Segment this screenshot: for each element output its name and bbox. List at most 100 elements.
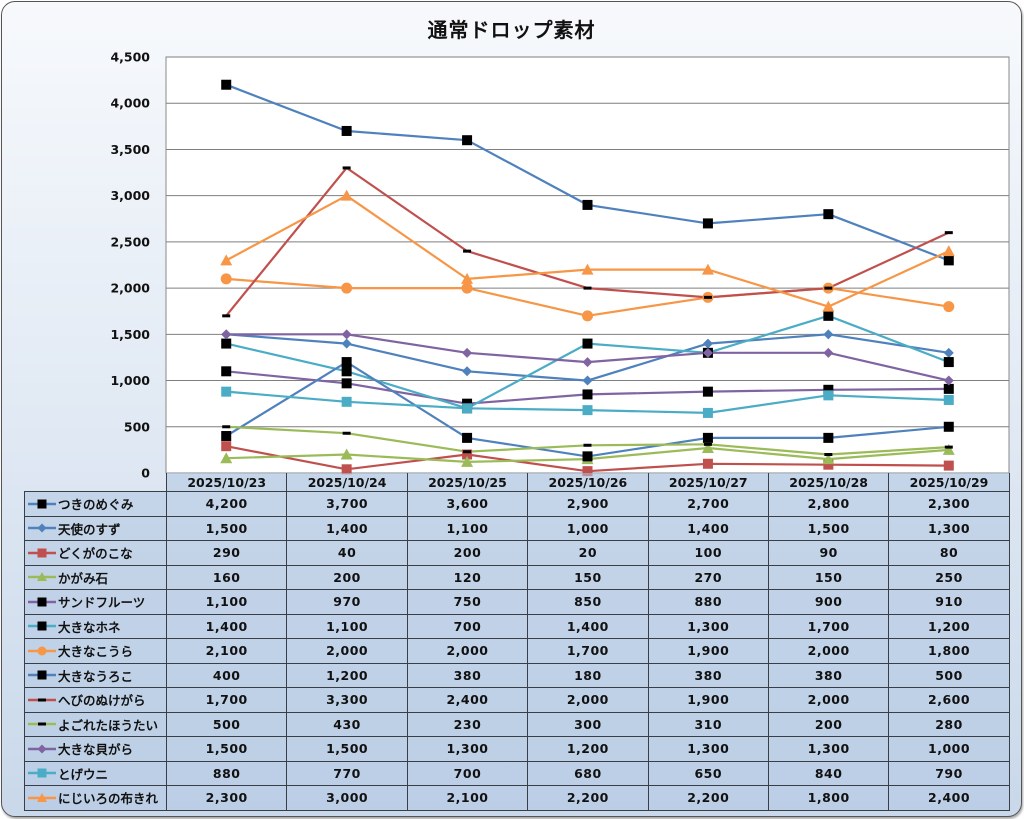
- data-label: 200: [406, 540, 529, 566]
- data-point: [824, 286, 833, 290]
- data-label: 840: [767, 760, 890, 786]
- data-point: [463, 450, 472, 454]
- legend-entry: どくがのこな: [24, 540, 167, 566]
- data-point: [583, 286, 592, 290]
- table-row: 大きなうろこ 400 1,200 380 180 380 380 500: [24, 662, 1010, 688]
- data-label: 380: [767, 662, 890, 688]
- legend-label: 大きなこうら: [58, 644, 134, 660]
- data-point: [702, 432, 713, 443]
- data-point: [221, 441, 232, 452]
- legend-entry: 天使のすず: [24, 515, 167, 541]
- data-point: [582, 451, 593, 462]
- data-point: [461, 272, 474, 284]
- data-point: [823, 384, 834, 395]
- table-body: つきのめぐみ 4,200 3,700 3,600 2,900 2,700 2,800 2,30…: [24, 491, 1010, 811]
- data-label: 2,200: [527, 785, 649, 811]
- data-label: 2,700: [647, 491, 769, 517]
- data-point: [701, 442, 714, 454]
- data-point: [944, 445, 953, 449]
- legend-entry: 大きなこうら: [24, 638, 167, 664]
- table-row: つきのめぐみ 4,200 3,700 3,600 2,900 2,700 2,800 2,30…: [24, 491, 1010, 517]
- data-point: [582, 357, 593, 368]
- table-row: よごれたほうたい 500 430 230 300 310 200 280: [24, 711, 1010, 737]
- data-point: [823, 390, 834, 401]
- data-label: 1,500: [165, 515, 288, 541]
- data-label: 770: [286, 760, 408, 786]
- data-label: 3,600: [406, 491, 529, 517]
- data-point: [221, 366, 232, 377]
- data-label: 40: [286, 540, 408, 566]
- legend-label: よごれたほうたい: [58, 717, 159, 733]
- legend-key-icon: [28, 768, 56, 778]
- data-point: [342, 166, 351, 170]
- data-point: [582, 405, 593, 416]
- data-point: [222, 425, 231, 429]
- data-label: 2,300: [165, 785, 288, 811]
- y-tick-label: 1,000: [110, 373, 150, 388]
- data-label: 2,400: [406, 687, 529, 713]
- data-point: [341, 357, 352, 368]
- data-label: 900: [767, 589, 890, 615]
- data-point: [943, 383, 954, 394]
- data-label: 180: [527, 662, 649, 688]
- data-label: 290: [165, 540, 288, 566]
- data-point: [702, 407, 713, 418]
- legend-key-icon: [28, 792, 56, 802]
- data-label: 300: [527, 711, 649, 737]
- data-label: 230: [406, 711, 529, 737]
- data-point: [701, 263, 714, 275]
- data-label: 910: [888, 589, 1010, 615]
- data-point: [462, 432, 473, 443]
- data-point: [703, 295, 712, 299]
- data-label: 1,300: [647, 613, 769, 639]
- data-label: 1,200: [286, 662, 408, 688]
- data-label: 1,700: [767, 613, 890, 639]
- table-row: かがみ石 160 200 120 150 270 150 250: [24, 564, 1010, 590]
- data-point: [702, 218, 713, 229]
- data-label: 160: [165, 564, 288, 590]
- legend-label: かがみ石: [58, 570, 109, 586]
- data-label: 1,200: [527, 736, 649, 762]
- data-point: [943, 375, 954, 386]
- legend-entry: にじいろの布きれ: [24, 785, 167, 811]
- data-point: [461, 455, 474, 467]
- data-label: 1,200: [888, 613, 1010, 639]
- data-point: [943, 357, 954, 368]
- data-label: 1,100: [286, 613, 408, 639]
- data-point: [221, 431, 232, 442]
- legend-key-icon: [28, 548, 56, 558]
- data-point: [462, 403, 473, 414]
- data-label: 2,200: [647, 785, 769, 811]
- data-label: 2,000: [527, 687, 649, 713]
- data-point: [222, 314, 231, 318]
- data-label: 500: [888, 662, 1010, 688]
- data-label: 2,000: [767, 638, 890, 664]
- data-label: 310: [647, 711, 769, 737]
- data-point: [221, 386, 232, 397]
- data-label: 970: [286, 589, 408, 615]
- data-label: 2,300: [888, 491, 1010, 517]
- data-point: [823, 347, 834, 358]
- data-label: 2,400: [888, 785, 1010, 811]
- data-label: 280: [888, 711, 1010, 737]
- data-label: 1,500: [165, 736, 288, 762]
- legend-key-icon: [28, 597, 56, 607]
- data-point: [582, 375, 593, 386]
- legend-key-icon: [28, 621, 56, 631]
- data-label: 3,300: [286, 687, 408, 713]
- data-point: [342, 431, 351, 435]
- data-label: 2,900: [527, 491, 649, 517]
- table-row: へびのぬけがら 1,700 3,300 2,400 2,000 1,900 2,000 2,6…: [24, 687, 1010, 713]
- data-label: 100: [647, 540, 769, 566]
- data-label: 1,800: [888, 638, 1010, 664]
- data-point: [220, 273, 232, 285]
- data-point: [462, 347, 473, 358]
- legend-key-icon: [28, 523, 56, 533]
- legend-entry: かがみ石: [24, 564, 167, 590]
- table-row: 天使のすず 1,500 1,400 1,100 1,000 1,400 1,500 1,300: [24, 515, 1010, 541]
- data-point: [702, 458, 713, 469]
- legend-key-icon: [28, 499, 56, 509]
- data-label: 20: [527, 540, 649, 566]
- table-row: とげウニ 880 770 700 680 650 840 790: [24, 760, 1010, 786]
